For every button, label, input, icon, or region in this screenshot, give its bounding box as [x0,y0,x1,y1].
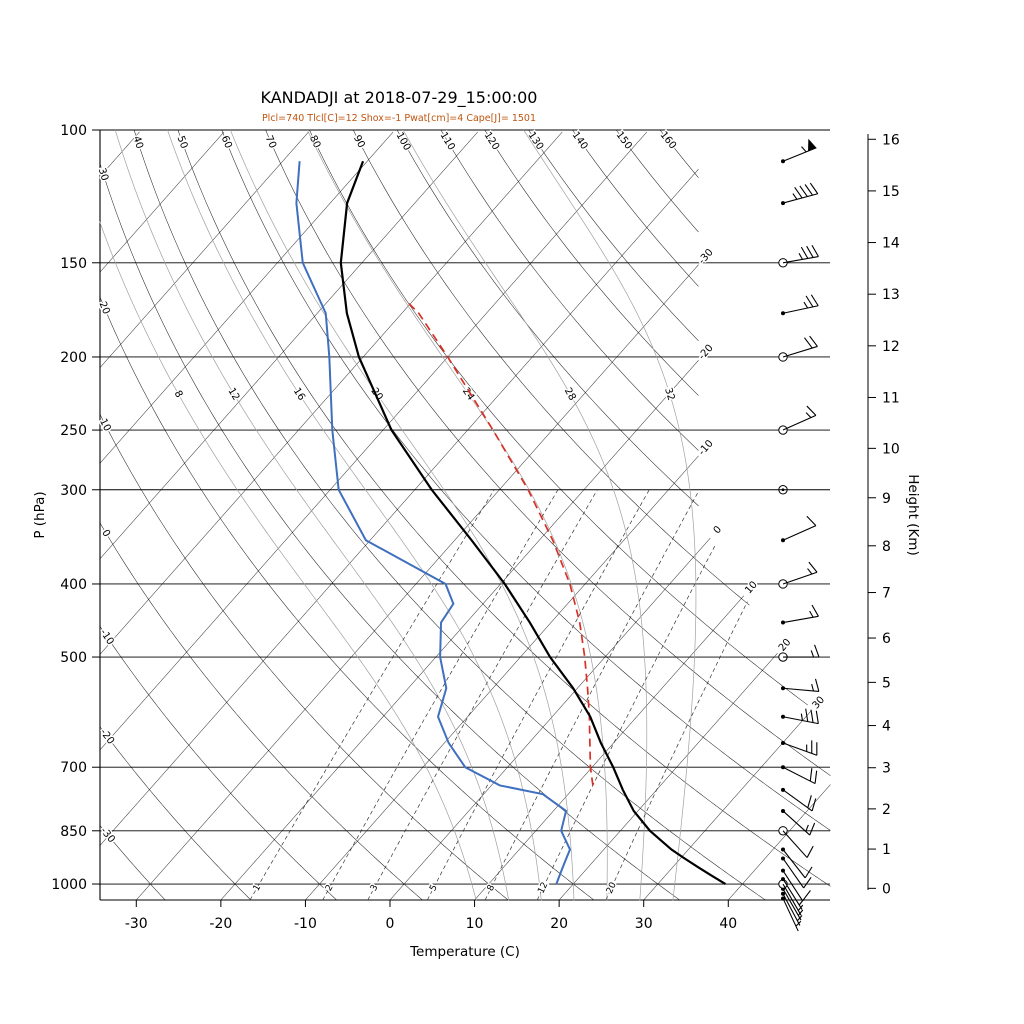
moist-adiabat-lines [99,129,697,901]
svg-text:10: 10 [882,441,900,457]
temperature-axis: -30 -20 -10 0 10 20 30 40 Temperature (C) [125,900,737,960]
svg-text:-10: -10 [697,438,716,458]
svg-text:1: 1 [252,883,264,893]
height-axis-title: Height (Km) [905,474,921,555]
svg-text:0: 0 [386,916,395,932]
svg-text:20: 20 [550,916,568,932]
svg-text:-30: -30 [125,916,148,932]
svg-text:0: 0 [882,881,891,897]
svg-text:2: 2 [882,802,891,818]
svg-text:200: 200 [60,350,87,366]
svg-text:8: 8 [172,389,185,400]
temperature-axis-title: Temperature (C) [409,944,520,960]
svg-text:7: 7 [882,586,891,602]
svg-text:-20: -20 [697,343,716,363]
mixing-ratio-labels: 1 2 3 5 8 12 20 [250,879,620,897]
svg-text:250: 250 [60,423,87,439]
svg-text:50: 50 [175,135,190,151]
svg-text:700: 700 [60,760,87,776]
svg-text:-20: -20 [209,916,232,932]
svg-text:150: 150 [614,130,634,152]
svg-text:70: 70 [263,134,278,150]
svg-text:12: 12 [536,881,550,896]
page-title: KANDADJI at 2018-07-29_15:00:00 [260,88,538,107]
svg-text:40: 40 [719,916,737,932]
svg-text:8: 8 [882,539,891,555]
svg-text:5: 5 [428,883,440,893]
svg-text:160: 160 [658,130,678,152]
svg-text:3: 3 [882,761,891,777]
pressure-axis: 100 150 200 250 300 400 500 700 850 1000 P (hPa) [32,123,100,893]
chart-params-subtitle: Plcl=740 Tlcl[C]=12 Shox=-1 Pwat[cm]=4 C… [261,113,537,124]
svg-text:500: 500 [60,650,87,666]
svg-text:90: 90 [351,134,367,150]
svg-text:4: 4 [882,719,891,735]
svg-text:11: 11 [882,390,900,406]
svg-text:120: 120 [482,130,502,152]
svg-text:12: 12 [225,386,241,403]
svg-text:6: 6 [882,631,891,647]
svg-text:15: 15 [882,184,900,200]
svg-text:14: 14 [882,236,900,252]
svg-text:3: 3 [369,883,381,893]
svg-text:0: 0 [712,524,724,536]
svg-text:300: 300 [60,483,87,499]
svg-text:30: 30 [635,916,653,932]
isobar-lines [99,129,830,901]
svg-text:110: 110 [438,130,457,152]
svg-text:2: 2 [324,883,336,893]
wind-barbs [778,138,820,932]
svg-text:20: 20 [777,637,794,654]
svg-text:20: 20 [96,300,111,316]
svg-text:10: 10 [466,916,484,932]
svg-text:10: 10 [97,417,113,433]
svg-text:8: 8 [486,883,498,893]
svg-text:28: 28 [562,386,578,402]
temperature-curve [339,160,727,885]
parcel-curve [404,299,594,786]
isotherm-lines [99,131,831,901]
svg-text:400: 400 [60,577,87,593]
wind-station-circle [778,485,788,495]
svg-text:60: 60 [219,134,234,150]
svg-text:32: 32 [662,387,676,402]
mixing-ratio-lines [249,489,748,901]
svg-text:40: 40 [130,135,144,151]
svg-text:150: 150 [60,256,87,272]
dry-adiabat-lines [99,129,831,901]
svg-text:30: 30 [96,167,110,182]
svg-text:1: 1 [882,842,891,858]
svg-text:0: 0 [99,528,112,539]
svg-text:100: 100 [60,123,87,139]
isotherm-labels: -30 -20 -10 0 10 20 30 [695,246,829,713]
svg-text:9: 9 [882,491,891,507]
svg-text:140: 140 [570,130,590,152]
svg-text:30: 30 [810,695,827,712]
svg-text:24: 24 [460,386,476,403]
svg-text:1000: 1000 [51,877,87,893]
svg-text:-10: -10 [294,916,317,932]
moist-adiabat-labels: 8 12 16 20 24 28 32 [170,385,678,405]
svg-text:10: 10 [743,579,760,596]
svg-text:16: 16 [882,132,900,148]
dewpoint-curve [295,161,572,885]
svg-text:-30: -30 [697,247,716,267]
svg-text:12: 12 [882,339,900,355]
svg-text:16: 16 [291,386,307,403]
svg-text:80: 80 [307,134,322,150]
svg-text:5: 5 [882,675,891,691]
svg-text:13: 13 [882,287,900,303]
svg-text:850: 850 [60,824,87,840]
pressure-axis-title: P (hPa) [32,491,48,538]
